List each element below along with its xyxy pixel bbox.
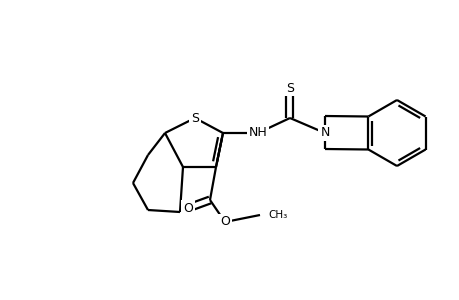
Text: S: S xyxy=(190,112,199,124)
Text: O: O xyxy=(183,202,192,214)
Text: CH₃: CH₃ xyxy=(268,210,286,220)
Text: O: O xyxy=(219,215,230,229)
Text: N: N xyxy=(319,127,329,140)
Text: NH: NH xyxy=(248,127,267,140)
Text: S: S xyxy=(285,82,293,94)
